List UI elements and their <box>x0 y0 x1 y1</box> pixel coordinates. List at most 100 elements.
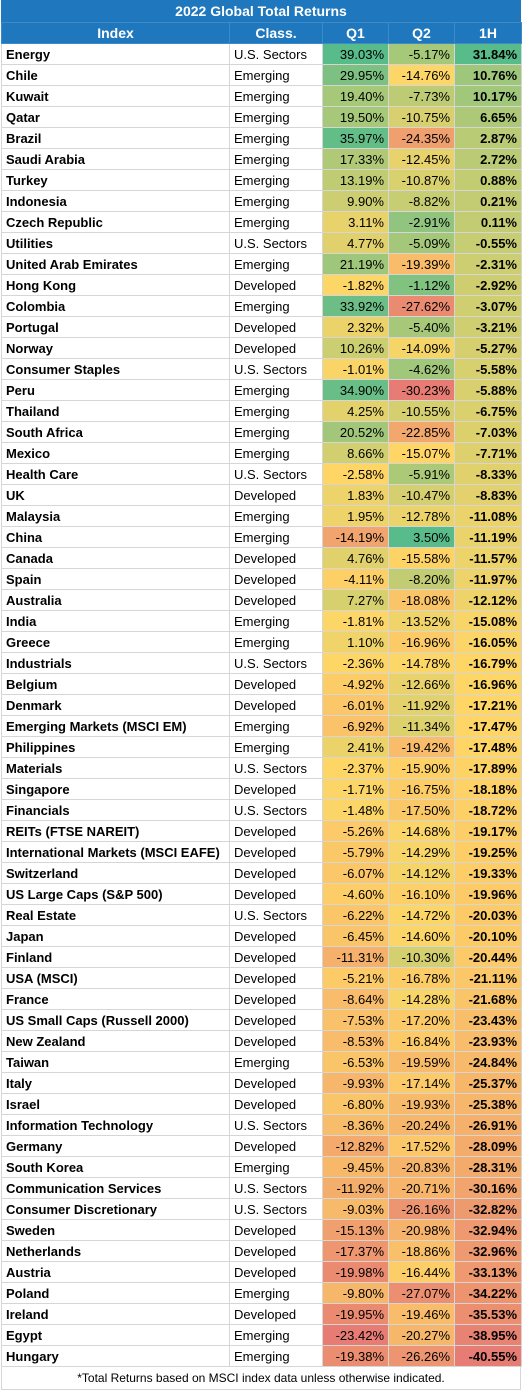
cell-q2: -1.12% <box>388 274 455 296</box>
cell-1h: -19.33% <box>454 862 522 884</box>
cell-1h: -19.25% <box>454 841 522 863</box>
cell-1h: -0.55% <box>454 232 522 254</box>
cell-1h: 10.76% <box>454 64 522 86</box>
cell-q2: -30.23% <box>388 379 455 401</box>
cell-1h: 0.21% <box>454 190 522 212</box>
cell-index: Norway <box>1 337 230 359</box>
cell-1h: -17.89% <box>454 757 522 779</box>
cell-class: Emerging <box>229 253 323 275</box>
cell-q2: -11.34% <box>388 715 455 737</box>
cell-class: Developed <box>229 925 323 947</box>
cell-1h: -5.88% <box>454 379 522 401</box>
table-row: Thailand Emerging 4.25% -10.55% -6.75% <box>1 400 522 422</box>
cell-q1: -14.19% <box>322 526 389 548</box>
cell-index: Poland <box>1 1282 230 1304</box>
cell-class: Developed <box>229 694 323 716</box>
cell-1h: -6.75% <box>454 400 522 422</box>
cell-1h: -38.95% <box>454 1324 522 1346</box>
cell-q2: -15.90% <box>388 757 455 779</box>
table-row: Mexico Emerging 8.66% -15.07% -7.71% <box>1 442 522 464</box>
cell-class: Emerging <box>229 715 323 737</box>
cell-class: Developed <box>229 484 323 506</box>
cell-index: Egypt <box>1 1324 230 1346</box>
cell-q1: -1.01% <box>322 358 389 380</box>
cell-class: Emerging <box>229 85 323 107</box>
cell-q2: -16.96% <box>388 631 455 653</box>
cell-1h: -7.03% <box>454 421 522 443</box>
cell-q1: -8.64% <box>322 988 389 1010</box>
cell-q2: -16.78% <box>388 967 455 989</box>
cell-index: South Korea <box>1 1156 230 1178</box>
cell-1h: -32.94% <box>454 1219 522 1241</box>
table-row: Turkey Emerging 13.19% -10.87% 0.88% <box>1 169 522 191</box>
cell-q1: 4.76% <box>322 547 389 569</box>
table-row: Taiwan Emerging -6.53% -19.59% -24.84% <box>1 1051 522 1073</box>
cell-q2: -27.07% <box>388 1282 455 1304</box>
cell-1h: -5.27% <box>454 337 522 359</box>
cell-q1: -19.95% <box>322 1303 389 1325</box>
cell-index: Switzerland <box>1 862 230 884</box>
cell-q2: -10.47% <box>388 484 455 506</box>
table-row: India Emerging -1.81% -13.52% -15.08% <box>1 610 522 632</box>
cell-q1: -17.37% <box>322 1240 389 1262</box>
cell-1h: 2.87% <box>454 127 522 149</box>
cell-q2: -2.91% <box>388 211 455 233</box>
cell-index: Malaysia <box>1 505 230 527</box>
cell-class: U.S. Sectors <box>229 358 323 380</box>
cell-q1: 19.50% <box>322 106 389 128</box>
cell-q2: -20.24% <box>388 1114 455 1136</box>
table-row: Utilities U.S. Sectors 4.77% -5.09% -0.55% <box>1 232 522 254</box>
cell-1h: -28.09% <box>454 1135 522 1157</box>
cell-class: Developed <box>229 862 323 884</box>
cell-q2: -14.29% <box>388 841 455 863</box>
cell-q2: 3.50% <box>388 526 455 548</box>
cell-index: Australia <box>1 589 230 611</box>
table-row: Poland Emerging -9.80% -27.07% -34.22% <box>1 1282 522 1304</box>
cell-1h: 2.72% <box>454 148 522 170</box>
cell-1h: -8.33% <box>454 463 522 485</box>
cell-q1: -9.45% <box>322 1156 389 1178</box>
cell-1h: -25.37% <box>454 1072 522 1094</box>
cell-class: U.S. Sectors <box>229 757 323 779</box>
cell-1h: -21.11% <box>454 967 522 989</box>
table-row: Japan Developed -6.45% -14.60% -20.10% <box>1 925 522 947</box>
cell-index: Turkey <box>1 169 230 191</box>
cell-1h: -17.47% <box>454 715 522 737</box>
cell-index: Spain <box>1 568 230 590</box>
cell-class: Developed <box>229 1219 323 1241</box>
cell-index: Health Care <box>1 463 230 485</box>
cell-q2: -17.14% <box>388 1072 455 1094</box>
header-row: Index Class. Q1 Q2 1H <box>1 22 522 44</box>
cell-1h: -35.53% <box>454 1303 522 1325</box>
cell-index: Germany <box>1 1135 230 1157</box>
cell-class: Emerging <box>229 1324 323 1346</box>
table-row: Energy U.S. Sectors 39.03% -5.17% 31.84% <box>1 43 522 65</box>
cell-index: Philippines <box>1 736 230 758</box>
cell-1h: -3.21% <box>454 316 522 338</box>
cell-class: Emerging <box>229 295 323 317</box>
cell-q2: -19.93% <box>388 1093 455 1115</box>
cell-class: Emerging <box>229 610 323 632</box>
cell-index: Denmark <box>1 694 230 716</box>
cell-index: Consumer Discretionary <box>1 1198 230 1220</box>
cell-q2: -10.87% <box>388 169 455 191</box>
table-row: United Arab Emirates Emerging 21.19% -19.39… <box>1 253 522 275</box>
cell-q2: -24.35% <box>388 127 455 149</box>
table-row: China Emerging -14.19% 3.50% -11.19% <box>1 526 522 548</box>
cell-q2: -15.58% <box>388 547 455 569</box>
cell-index: Czech Republic <box>1 211 230 233</box>
cell-1h: -5.58% <box>454 358 522 380</box>
table-row: France Developed -8.64% -14.28% -21.68% <box>1 988 522 1010</box>
cell-q2: -17.50% <box>388 799 455 821</box>
cell-q1: -11.92% <box>322 1177 389 1199</box>
cell-q1: -4.60% <box>322 883 389 905</box>
cell-index: Canada <box>1 547 230 569</box>
cell-q2: -8.20% <box>388 568 455 590</box>
cell-index: Mexico <box>1 442 230 464</box>
cell-1h: -16.05% <box>454 631 522 653</box>
header-1h: 1H <box>454 22 522 44</box>
cell-index: Finland <box>1 946 230 968</box>
cell-class: U.S. Sectors <box>229 799 323 821</box>
cell-q2: -19.42% <box>388 736 455 758</box>
cell-q1: -9.93% <box>322 1072 389 1094</box>
